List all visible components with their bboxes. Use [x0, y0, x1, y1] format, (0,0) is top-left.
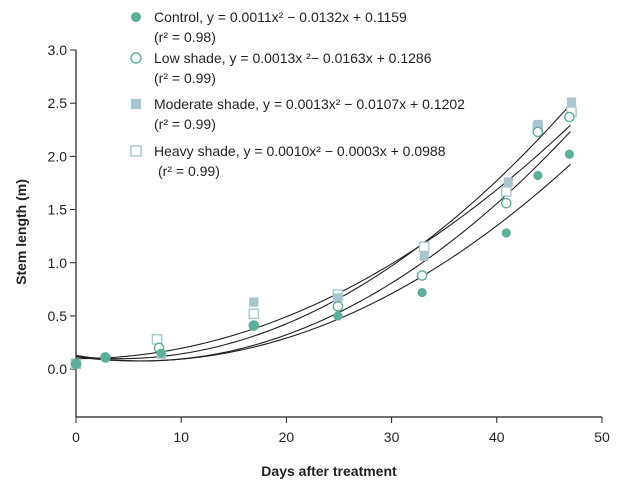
data-point	[532, 126, 544, 138]
data-point	[332, 301, 344, 312]
y-tick-label: 1.5	[48, 202, 68, 218]
data-point	[564, 111, 575, 123]
legend-label: Low shade, y = 0.0013x ²− 0.0163x + 0.12…	[154, 50, 432, 66]
x-tick-label: 0	[72, 429, 80, 445]
x-tick-label: 40	[489, 429, 505, 445]
legend-r-squared: (r² = 0.99)	[154, 70, 216, 86]
y-axis-title: Stem length (m)	[13, 179, 29, 285]
legend-label: Moderate shade, y = 0.0013x² − 0.0107x +…	[154, 96, 465, 112]
data-point	[500, 186, 512, 197]
legend: Control, y = 0.0011x² − 0.0132x + 0.1159…	[130, 9, 465, 179]
fit-curve-line	[75, 124, 571, 360]
data-point	[156, 348, 166, 358]
data-point	[533, 119, 543, 130]
legend-marker	[130, 145, 142, 157]
data-point	[100, 352, 111, 363]
tick-group: 0.0 0.5 1.0 1.5 2.0 2.5 3.0 0 10 20 30 40 50	[48, 42, 610, 445]
data-point	[533, 170, 543, 181]
legend-r-squared: (r² = 0.99)	[154, 116, 216, 132]
data-point	[333, 311, 343, 321]
data-point	[416, 270, 428, 281]
y-tick-label: 2.5	[48, 95, 68, 111]
legend-r-squared: (r² = 0.99)	[158, 163, 220, 179]
data-point	[419, 251, 429, 261]
data-point	[248, 308, 260, 320]
data-point	[564, 149, 574, 159]
fit-curve-line	[75, 131, 571, 362]
y-tick-label: 3.0	[48, 42, 68, 58]
fit-curve-line	[75, 163, 571, 362]
legend-marker	[130, 52, 142, 64]
data-point	[500, 197, 512, 209]
legend-label: Control, y = 0.0011x² − 0.0132x + 0.1159	[154, 9, 407, 25]
data-point	[418, 241, 430, 253]
x-tick-label: 50	[594, 429, 610, 445]
data-point	[503, 177, 513, 187]
legend-marker	[131, 99, 141, 109]
data-point	[417, 287, 427, 298]
legend-r-squared: (r² = 0.98)	[154, 29, 216, 45]
legend-marker	[131, 12, 141, 22]
legend-label: Heavy shade, y = 0.0010x² − 0.0003x + 0.…	[154, 143, 446, 159]
x-tick-label: 30	[384, 429, 400, 445]
data-point	[333, 293, 343, 303]
data-points	[70, 97, 577, 370]
x-tick-label: 10	[173, 429, 189, 445]
data-point	[249, 297, 259, 307]
data-point	[71, 359, 81, 369]
y-tick-label: 0.0	[48, 361, 68, 377]
y-tick-label: 0.5	[48, 308, 68, 324]
x-tick-label: 20	[279, 429, 295, 445]
data-point	[566, 97, 577, 107]
x-axis-title: Days after treatment	[261, 463, 397, 479]
y-tick-label: 1.0	[48, 255, 68, 271]
data-point	[151, 334, 163, 345]
y-tick-label: 2.0	[48, 148, 68, 164]
data-point	[249, 320, 259, 331]
data-point	[501, 228, 511, 238]
